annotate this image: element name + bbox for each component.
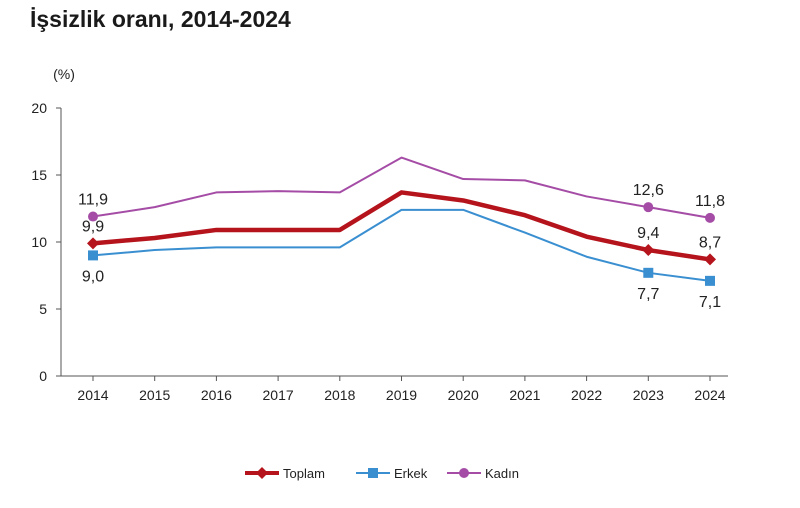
- x-tick-label: 2020: [448, 387, 479, 403]
- x-tick-label: 2023: [633, 387, 664, 403]
- data-label-erkek: 7,7: [637, 286, 659, 303]
- data-point-kadin: [705, 212, 715, 223]
- data-labels: 9,9 9,4 8,7 9,0 7,7 7,1 11,9 12,6 11,8: [78, 182, 725, 311]
- data-point-erkek: [88, 250, 98, 261]
- data-point-toplam: [642, 244, 655, 257]
- series-line-erkek: [92, 208, 711, 282]
- legend-marker-kadin: [459, 468, 469, 478]
- data-label-erkek: 9,0: [82, 268, 104, 285]
- data-point-kadin: [88, 211, 98, 222]
- x-tick-label: 2014: [77, 387, 108, 403]
- data-label-kadin: 11,9: [78, 192, 108, 209]
- legend: Toplam Erkek Kadın: [245, 466, 519, 481]
- axes: 0 5 10 15 20 2014 2015 2016 2017 2018 2019 2020 2021…: [31, 100, 728, 403]
- x-tick-label: 2019: [386, 387, 417, 403]
- series-line-kadin: [92, 156, 711, 219]
- legend-label-kadin: Kadın: [485, 466, 519, 481]
- x-tick-label: 2018: [324, 387, 355, 403]
- x-tick-label: 2015: [139, 387, 170, 403]
- y-tick-label: 0: [39, 368, 47, 384]
- data-point-toplam: [704, 253, 716, 266]
- data-point-toplam: [87, 237, 99, 250]
- data-label-kadin: 12,6: [633, 182, 664, 199]
- y-tick-label: 10: [31, 234, 47, 250]
- y-tick-label: 15: [31, 167, 47, 183]
- y-unit-label: (%): [53, 66, 75, 82]
- data-point-kadin: [643, 202, 654, 213]
- y-tick-label: 5: [39, 301, 47, 317]
- data-label-kadin: 11,8: [695, 193, 725, 210]
- x-tick-label: 2024: [694, 387, 725, 403]
- x-tick-label: 2017: [263, 387, 294, 403]
- x-tick-label: 2021: [509, 387, 540, 403]
- series-layer: [87, 156, 716, 286]
- x-tick-label: 2022: [571, 387, 602, 403]
- data-label-toplam: 9,9: [82, 218, 104, 235]
- legend-marker-toplam: [256, 467, 268, 479]
- y-tick-label: 20: [31, 100, 47, 116]
- series-line-toplam: [92, 190, 711, 262]
- x-tick-label: 2016: [201, 387, 232, 403]
- legend-label-toplam: Toplam: [283, 466, 325, 481]
- legend-label-erkek: Erkek: [394, 466, 428, 481]
- legend-marker-erkek: [368, 468, 378, 478]
- data-point-erkek: [705, 275, 715, 286]
- data-point-erkek: [643, 267, 654, 278]
- chart-title: İşsizlik oranı, 2014-2024: [30, 6, 291, 32]
- data-label-toplam: 8,7: [699, 234, 721, 251]
- data-label-toplam: 9,4: [637, 225, 659, 242]
- data-label-erkek: 7,1: [699, 294, 721, 311]
